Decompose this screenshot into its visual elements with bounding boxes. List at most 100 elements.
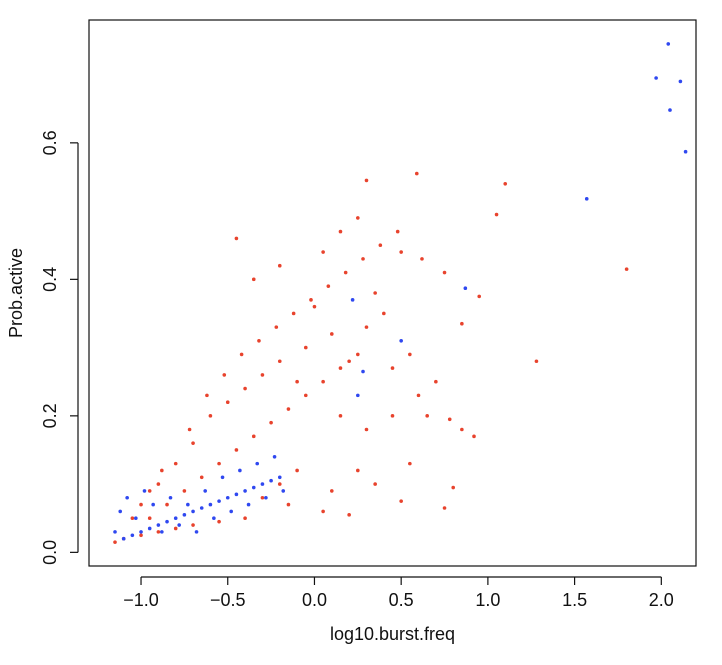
x-axis-label: log10.burst.freq <box>330 624 455 644</box>
data-point <box>173 526 178 531</box>
data-point <box>121 536 126 541</box>
data-point <box>460 427 464 432</box>
data-point <box>373 482 377 486</box>
data-point <box>534 359 539 364</box>
red-series <box>113 171 629 544</box>
data-point <box>390 414 395 418</box>
data-point <box>356 468 360 473</box>
data-point <box>234 492 239 497</box>
data-point <box>678 79 683 84</box>
data-point <box>173 516 178 521</box>
data-point <box>460 321 464 326</box>
data-point <box>156 482 161 486</box>
data-point <box>139 502 143 507</box>
data-point <box>260 482 265 486</box>
data-point <box>326 284 331 288</box>
data-point <box>205 393 209 398</box>
data-point <box>234 236 239 241</box>
axes: −1.0 −0.5 0.0 0.5 1.0 1.5 2.0 0.0 0.2 0.4 0.6 <box>40 19 697 610</box>
data-point <box>364 325 369 329</box>
data-point <box>356 393 360 398</box>
data-point <box>274 325 279 329</box>
data-point <box>295 468 299 473</box>
data-point <box>378 243 383 248</box>
data-point <box>251 434 256 439</box>
data-point <box>361 257 365 261</box>
data-point <box>338 366 343 370</box>
data-point <box>238 468 242 473</box>
data-point <box>257 338 261 343</box>
data-point <box>347 359 351 364</box>
data-point <box>277 359 282 364</box>
data-point <box>251 277 256 282</box>
data-point <box>399 499 403 503</box>
data-point <box>683 149 688 154</box>
data-point <box>668 108 672 112</box>
data-point <box>286 407 291 411</box>
data-point <box>177 523 181 527</box>
data-point <box>472 434 476 439</box>
data-point <box>309 298 313 302</box>
data-point <box>303 393 308 398</box>
y-axis-label: Prob.active <box>6 248 26 338</box>
y-tick-label: 0.2 <box>40 403 60 428</box>
data-point <box>291 311 296 316</box>
data-point <box>269 420 273 425</box>
data-point <box>165 502 169 507</box>
data-point <box>130 533 135 538</box>
data-point <box>151 502 155 507</box>
data-point <box>272 455 277 459</box>
data-point <box>425 414 429 418</box>
data-point <box>295 379 299 384</box>
data-point <box>191 509 195 514</box>
plot-area <box>113 42 688 544</box>
data-point <box>182 489 187 493</box>
data-point <box>139 533 143 538</box>
data-point <box>113 540 117 544</box>
data-point <box>330 489 334 493</box>
data-point <box>125 495 129 500</box>
data-point <box>269 478 273 483</box>
data-point <box>414 171 419 176</box>
data-point <box>234 448 239 452</box>
data-point <box>286 502 291 507</box>
data-point <box>243 516 247 521</box>
data-point <box>229 509 234 514</box>
data-point <box>361 369 365 374</box>
x-tick-label: −0.5 <box>210 590 246 610</box>
data-point <box>156 530 161 534</box>
data-point <box>321 509 325 514</box>
axis-labels: log10.burst.freq Prob.active <box>6 248 455 644</box>
data-point <box>187 427 192 432</box>
data-point <box>477 294 482 299</box>
data-point <box>277 482 282 486</box>
data-point <box>225 400 230 405</box>
data-point <box>382 311 386 316</box>
data-point <box>447 417 452 422</box>
data-point <box>347 513 351 517</box>
data-point <box>186 502 190 507</box>
data-point <box>494 212 499 217</box>
data-point <box>503 182 508 186</box>
data-point <box>199 475 204 480</box>
data-point <box>350 298 355 302</box>
data-point <box>451 485 456 490</box>
data-point <box>338 229 343 234</box>
data-point <box>139 530 143 534</box>
data-point <box>408 461 412 466</box>
data-point <box>217 519 221 524</box>
data-point <box>399 338 403 343</box>
x-tick-label: −1.0 <box>123 590 159 610</box>
data-point <box>624 267 629 271</box>
data-point <box>356 352 360 357</box>
data-point <box>191 523 195 527</box>
blue-series <box>113 42 688 541</box>
data-point <box>277 475 282 480</box>
data-point <box>246 502 251 507</box>
data-point <box>356 216 360 220</box>
x-tick-label: 0.0 <box>302 590 327 610</box>
data-point <box>130 516 135 521</box>
y-tick-label: 0.0 <box>40 540 60 565</box>
